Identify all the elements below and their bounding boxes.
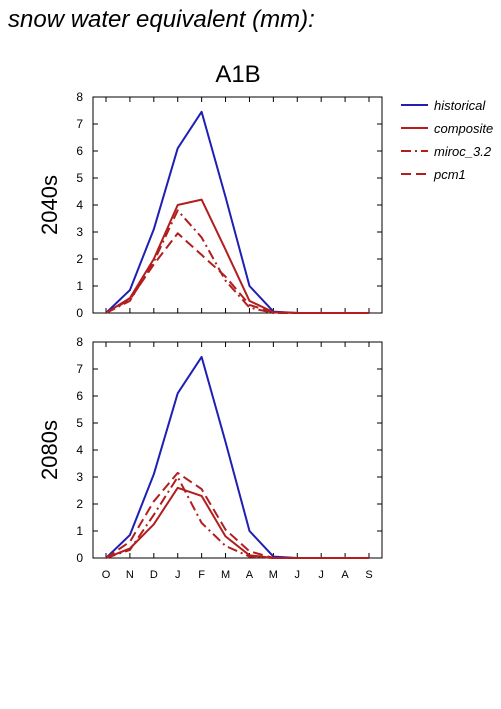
legend-label: pcm1 <box>433 167 466 182</box>
y-tick-label: 4 <box>76 443 83 457</box>
y-tick-label: 5 <box>76 171 83 185</box>
y-tick-label: 1 <box>76 524 83 538</box>
y-tick-label: 8 <box>76 335 83 349</box>
legend-label: miroc_3.2 <box>434 144 492 159</box>
y-tick-label: 0 <box>76 551 83 565</box>
x-tick-label: S <box>365 569 372 581</box>
x-tick-label: J <box>318 569 324 581</box>
y-tick-label: 2 <box>76 497 83 511</box>
plot-frame <box>92 341 383 559</box>
series-line-pcm1 <box>105 232 369 314</box>
x-tick-label: O <box>102 569 111 581</box>
legend-label: historical <box>434 98 486 113</box>
panel-2080s: 0 1 2 3 4 5 6 7 8 O N D J F M A M J J A S 2080s <box>37 335 383 581</box>
x-tick-label: A <box>246 569 254 581</box>
x-tick-label: F <box>198 569 205 581</box>
y-tick-label: 5 <box>76 416 83 430</box>
y-tick-label: 7 <box>76 117 83 131</box>
x-tick-label: M <box>221 569 230 581</box>
series-line-miroc-3-2 <box>105 209 369 314</box>
y-tick-label: 4 <box>76 198 83 212</box>
scenario-title: A1B <box>215 61 260 88</box>
chart-panels: 0 1 2 3 4 5 6 7 8 2040s 0 1 2 3 4 5 6 7 8 O N D J F M A M J J A S 2080s <box>37 90 383 581</box>
x-tick-label: A <box>341 569 349 581</box>
x-tick-label: D <box>150 569 158 581</box>
legend: historical composite miroc_3.2 pcm1 <box>401 98 493 182</box>
y-tick-label: 7 <box>76 362 83 376</box>
series-line-composite <box>105 486 369 559</box>
legend-label: composite <box>434 121 493 136</box>
y-tick-label: 3 <box>76 470 83 484</box>
x-tick-label: J <box>175 569 181 581</box>
series-line-composite <box>105 198 369 314</box>
series-line-miroc-3-2 <box>105 476 369 559</box>
series-line-historical <box>105 110 369 314</box>
panel-2040s: 0 1 2 3 4 5 6 7 8 2040s <box>37 90 383 320</box>
plot-frame <box>92 96 383 314</box>
x-tick-label: N <box>126 569 134 581</box>
y-tick-label: 0 <box>76 306 83 320</box>
panel-label: 2040s <box>37 175 62 235</box>
y-tick-label: 1 <box>76 279 83 293</box>
y-tick-label: 3 <box>76 225 83 239</box>
figure-title: snow water equivalent (mm): <box>8 6 315 33</box>
y-tick-label: 8 <box>76 90 83 104</box>
series-line-historical <box>105 355 369 559</box>
panel-label: 2080s <box>37 420 62 480</box>
x-tick-label: J <box>295 569 301 581</box>
x-tick-label: M <box>269 569 278 581</box>
y-tick-label: 6 <box>76 389 83 403</box>
y-tick-label: 2 <box>76 252 83 266</box>
series-line-pcm1 <box>105 471 369 559</box>
y-tick-label: 6 <box>76 144 83 158</box>
